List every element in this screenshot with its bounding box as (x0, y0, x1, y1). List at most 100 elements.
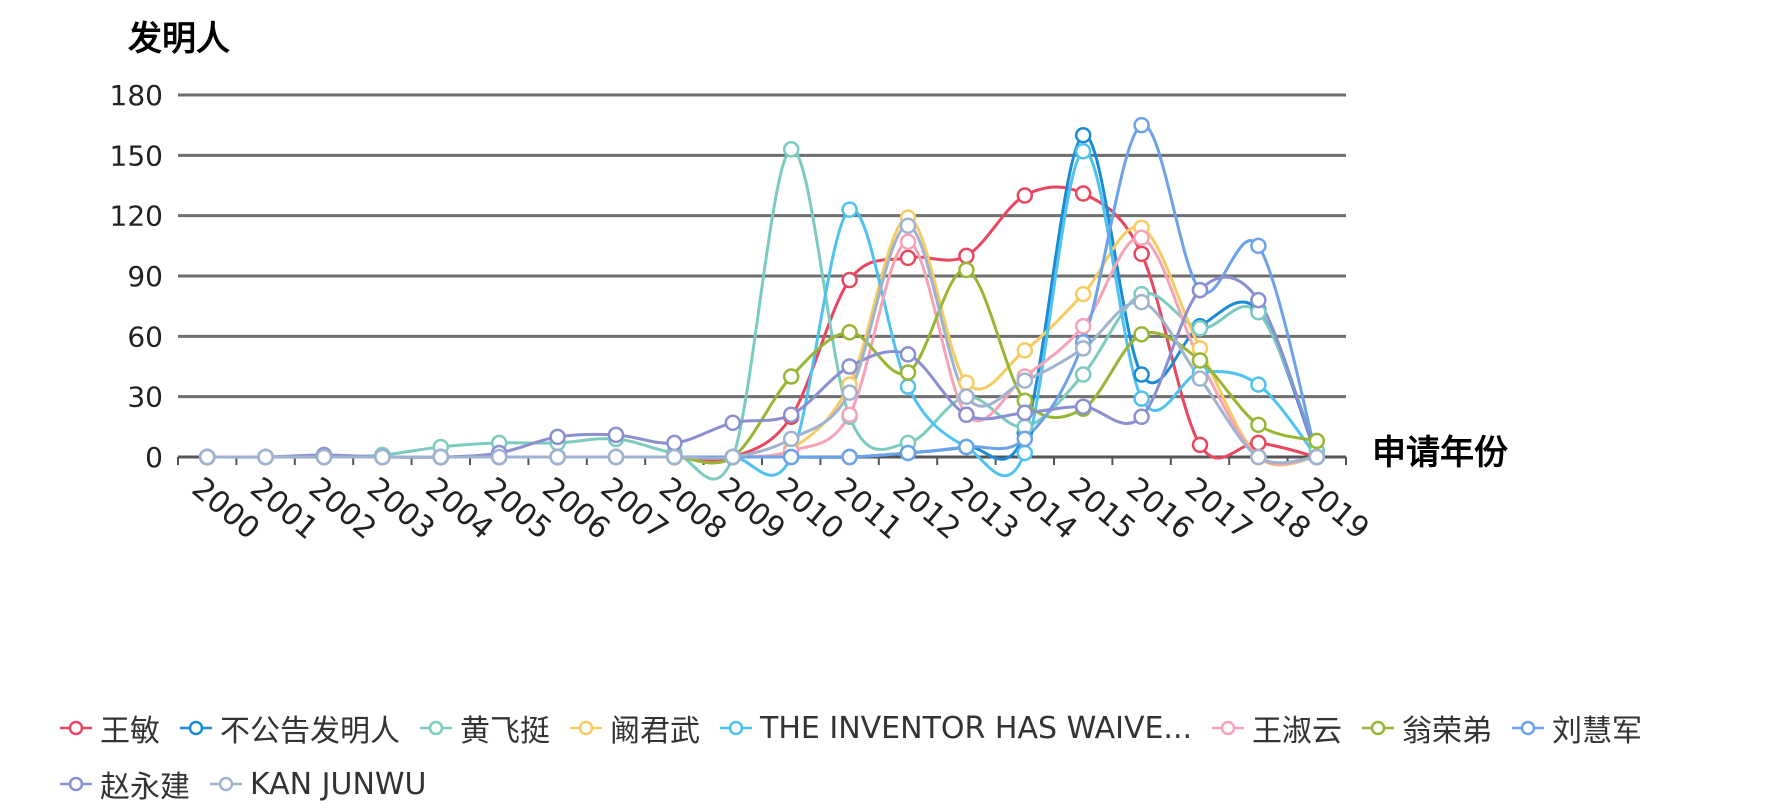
data-point[interactable] (1135, 327, 1149, 341)
data-point[interactable] (1193, 321, 1207, 335)
data-point[interactable] (784, 450, 798, 464)
data-point[interactable] (1018, 374, 1032, 388)
data-point[interactable] (1076, 368, 1090, 382)
y-axis-title: 发明人 (128, 19, 230, 59)
data-point[interactable] (959, 249, 973, 263)
data-point[interactable] (1018, 343, 1032, 357)
data-point[interactable] (1076, 144, 1090, 158)
data-point[interactable] (843, 450, 857, 464)
data-point[interactable] (1018, 189, 1032, 203)
data-point[interactable] (784, 370, 798, 384)
data-point[interactable] (375, 450, 389, 464)
legend-label: 黄飞挺 (460, 706, 550, 750)
data-point[interactable] (726, 450, 740, 464)
legend-item[interactable]: 刘慧军 (1512, 706, 1642, 750)
data-point[interactable] (1135, 410, 1149, 424)
x-tick-label: 2001 (243, 471, 324, 547)
data-point[interactable] (1076, 287, 1090, 301)
series-line (207, 151, 1317, 476)
data-point[interactable] (667, 450, 681, 464)
legend-item[interactable]: 不公告发明人 (180, 706, 400, 750)
data-point[interactable] (1135, 231, 1149, 245)
data-point[interactable] (1018, 446, 1032, 460)
data-point[interactable] (317, 450, 331, 464)
data-point[interactable] (959, 263, 973, 277)
data-point[interactable] (1076, 341, 1090, 355)
legend-item[interactable]: 王敏 (60, 706, 160, 750)
data-point[interactable] (959, 390, 973, 404)
data-point[interactable] (1193, 372, 1207, 386)
data-point[interactable] (901, 251, 915, 265)
x-tick-label: 2014 (1003, 471, 1084, 547)
data-point[interactable] (1310, 434, 1324, 448)
data-point[interactable] (492, 450, 506, 464)
legend-item[interactable]: THE INVENTOR HAS WAIVE... (720, 706, 1192, 750)
y-tick-label: 150 (110, 139, 163, 172)
data-point[interactable] (551, 430, 565, 444)
data-point[interactable] (200, 450, 214, 464)
legend: 王敏 不公告发明人 黄飞挺阚君武 THE INVENTOR HAS WAIVE... 王… (60, 706, 1760, 806)
data-point[interactable] (1076, 187, 1090, 201)
data-point[interactable] (843, 273, 857, 287)
data-point[interactable] (1251, 450, 1265, 464)
legend-item[interactable]: 翁荣弟 (1362, 706, 1492, 750)
data-point[interactable] (1251, 378, 1265, 392)
data-point[interactable] (901, 347, 915, 361)
data-point[interactable] (901, 235, 915, 249)
data-point[interactable] (1135, 118, 1149, 132)
y-tick-label: 60 (127, 320, 163, 353)
data-point[interactable] (609, 450, 623, 464)
data-point[interactable] (843, 386, 857, 400)
legend-item[interactable]: KAN JUNWU (210, 762, 427, 806)
data-point[interactable] (551, 450, 565, 464)
x-tick-label: 2003 (360, 471, 441, 547)
y-tick-label: 120 (110, 200, 163, 233)
data-point[interactable] (1251, 293, 1265, 307)
x-tick-label: 2004 (419, 471, 500, 547)
data-point[interactable] (784, 142, 798, 156)
data-point[interactable] (1193, 283, 1207, 297)
data-point[interactable] (901, 446, 915, 460)
legend-label: 不公告发明人 (220, 706, 400, 750)
x-tick-label: 2015 (1061, 471, 1142, 547)
data-point[interactable] (1193, 353, 1207, 367)
data-point[interactable] (784, 408, 798, 422)
data-point[interactable] (843, 360, 857, 374)
legend-item[interactable]: 阚君武 (570, 706, 700, 750)
data-point[interactable] (1018, 406, 1032, 420)
x-tick-label: 2011 (827, 471, 908, 547)
data-point[interactable] (1076, 128, 1090, 142)
data-point[interactable] (1076, 400, 1090, 414)
data-point[interactable] (726, 416, 740, 430)
data-point[interactable] (1193, 438, 1207, 452)
data-point[interactable] (1251, 239, 1265, 253)
data-point[interactable] (901, 366, 915, 380)
legend-label: 刘慧军 (1552, 706, 1642, 750)
data-point[interactable] (259, 450, 273, 464)
data-point[interactable] (843, 325, 857, 339)
data-point[interactable] (843, 408, 857, 422)
data-point[interactable] (1135, 295, 1149, 309)
data-point[interactable] (667, 436, 681, 450)
data-point[interactable] (1076, 319, 1090, 333)
data-point[interactable] (843, 203, 857, 217)
data-point[interactable] (959, 376, 973, 390)
data-point[interactable] (1135, 368, 1149, 382)
legend-item[interactable]: 黄飞挺 (420, 706, 550, 750)
data-point[interactable] (1251, 418, 1265, 432)
data-point[interactable] (959, 440, 973, 454)
data-point[interactable] (434, 450, 448, 464)
data-point[interactable] (1018, 432, 1032, 446)
data-point[interactable] (1310, 450, 1324, 464)
data-point[interactable] (784, 432, 798, 446)
x-tick-label: 2018 (1236, 471, 1317, 547)
data-point[interactable] (901, 380, 915, 394)
data-point[interactable] (901, 219, 915, 233)
data-point[interactable] (959, 408, 973, 422)
data-point[interactable] (1135, 247, 1149, 261)
data-point[interactable] (1251, 436, 1265, 450)
data-point[interactable] (1135, 392, 1149, 406)
legend-item[interactable]: 王淑云 (1212, 706, 1342, 750)
legend-item[interactable]: 赵永建 (60, 762, 190, 806)
data-point[interactable] (609, 428, 623, 442)
